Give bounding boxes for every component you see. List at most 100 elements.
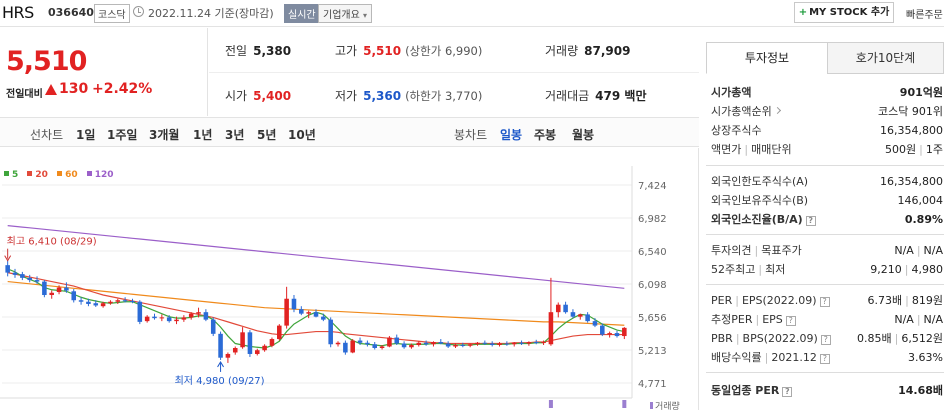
tab-1w[interactable]: 1주일 bbox=[107, 128, 138, 142]
est-per-label: 추정PER bbox=[711, 313, 753, 326]
candle-body bbox=[34, 280, 40, 282]
trade-amount-label: 거래대금 bbox=[545, 89, 590, 103]
tab-1d[interactable]: 1일 bbox=[76, 128, 96, 142]
tab-3y[interactable]: 3년 bbox=[225, 128, 245, 142]
target-price-value: N/A bbox=[923, 244, 943, 257]
plus-icon: + bbox=[798, 7, 808, 18]
shares-label: 상장주식수 bbox=[711, 124, 762, 137]
tab-10y[interactable]: 10년 bbox=[288, 128, 316, 142]
candle-body bbox=[203, 312, 209, 320]
shares-row: 상장주식수 16,354,800 bbox=[711, 122, 943, 139]
candle-body bbox=[526, 342, 532, 344]
per-row: PER | EPS(2022.09)? 6.73배 | 819원 bbox=[711, 294, 943, 307]
candle-body bbox=[365, 342, 370, 345]
y-tick-label: 4,771 bbox=[638, 379, 667, 390]
tab-3m[interactable]: 3개월 bbox=[149, 128, 180, 142]
opinion-value: N/A bbox=[894, 244, 914, 257]
candle-body bbox=[291, 298, 297, 310]
day-high-value: 5,510 bbox=[363, 44, 402, 58]
day-low: 저가 5,360 (하한가 3,770) bbox=[335, 87, 482, 104]
candle-body bbox=[196, 312, 201, 314]
divider bbox=[706, 284, 944, 285]
open-price: 시가 5,400 bbox=[225, 87, 291, 104]
change-percent: +2.42% bbox=[92, 81, 153, 97]
wk52-row: 52주최고 | 최저 9,210 | 4,980 bbox=[711, 263, 943, 276]
current-price: 5,510 bbox=[6, 46, 87, 77]
volume: 거래량 87,909 bbox=[545, 42, 630, 59]
tab-weekly[interactable]: 주봉 bbox=[534, 128, 557, 142]
candle-body bbox=[438, 342, 444, 344]
open-label: 시가 bbox=[225, 89, 248, 103]
candle-body bbox=[284, 298, 289, 326]
trade-unit-label: 매매단위 bbox=[751, 143, 792, 156]
candle-body bbox=[570, 312, 576, 317]
foreign-ratio-row: 외국인소진율(B/A)? 0.89% bbox=[711, 211, 943, 228]
quick-order-link[interactable]: 빠른주문 bbox=[906, 10, 943, 21]
help-icon[interactable]: ? bbox=[819, 297, 830, 307]
dividend-row: 배당수익률 | 2021.12? 3.63% bbox=[711, 351, 943, 364]
candle-body bbox=[321, 316, 326, 320]
tab-daily[interactable]: 일봉 bbox=[500, 128, 523, 142]
candle-body bbox=[328, 319, 333, 345]
candle-body bbox=[313, 312, 319, 317]
candle-body bbox=[93, 303, 99, 306]
help-icon[interactable]: ? bbox=[785, 316, 796, 326]
date-text: 2022.11.24 기준(장마감) bbox=[148, 7, 274, 20]
opinion-row: 투자의견 | 목표주가 N/A | N/A bbox=[711, 244, 943, 257]
candle-body bbox=[181, 317, 187, 320]
eps-value: 819원 bbox=[911, 294, 943, 307]
par-value: 500원 bbox=[885, 143, 917, 156]
candle-body bbox=[416, 342, 422, 346]
candle-body bbox=[445, 343, 451, 347]
y-tick-label: 5,213 bbox=[638, 346, 667, 357]
candle-body bbox=[423, 342, 429, 345]
y-tick-label: 6,098 bbox=[638, 280, 667, 291]
top-bar: HRS 036640 코스닥 2022.11.24 기준(장마감) 실시간 기업… bbox=[0, 0, 944, 27]
est-per-row: 추정PER | EPS? N/A | N/A bbox=[711, 313, 943, 326]
y-tick-label: 5,656 bbox=[638, 313, 667, 324]
help-icon[interactable]: ? bbox=[820, 335, 831, 345]
add-mystock-button[interactable]: + MY STOCK 추가 bbox=[794, 2, 894, 23]
company-overview-button[interactable]: 기업개요 ▾ bbox=[318, 4, 373, 23]
candle-body bbox=[548, 312, 554, 345]
par-label: 액면가 bbox=[711, 143, 742, 156]
ma120-line bbox=[7, 225, 625, 289]
per-label: PER bbox=[711, 294, 733, 307]
candle-body bbox=[519, 342, 524, 344]
candle-body bbox=[232, 347, 238, 353]
volume-bar bbox=[622, 400, 627, 408]
day-high: 고가 5,510 (상한가 6,990) bbox=[335, 42, 482, 59]
candle-body bbox=[20, 274, 25, 278]
candle-body bbox=[453, 345, 458, 347]
help-icon[interactable]: ? bbox=[782, 387, 793, 397]
est-per-value: N/A bbox=[894, 313, 914, 326]
foreign-ratio-label: 외국인소진율(B/A) bbox=[711, 213, 803, 226]
change-amount: 130 bbox=[59, 81, 89, 97]
tab-monthly[interactable]: 월봉 bbox=[572, 128, 595, 142]
line-chart-header: 선차트 bbox=[30, 128, 64, 142]
dividend-label: 배당수익률 bbox=[711, 351, 762, 364]
day-low-label: 저가 bbox=[335, 89, 358, 103]
prev-close: 전일 5,380 bbox=[225, 42, 291, 59]
candle-body bbox=[431, 342, 436, 345]
pbr-value: 0.85배 bbox=[857, 332, 892, 345]
tab-5y[interactable]: 5년 bbox=[257, 128, 277, 142]
chevron-right-icon[interactable] bbox=[773, 106, 781, 115]
target-price-label: 목표주가 bbox=[761, 244, 802, 257]
candle-body bbox=[12, 272, 18, 275]
chart-period-tabs: 선차트 1일 1주일 3개월 1년 3년 5년 10년 봉차트 일봉 주봉 월봉 bbox=[0, 117, 699, 147]
candle-chart-header: 봉차트 bbox=[454, 128, 488, 142]
per-value: 6.73배 bbox=[867, 294, 903, 307]
candle-body bbox=[159, 317, 165, 319]
ma-legend: 5 20 60 120 bbox=[4, 170, 120, 180]
tab-orderbook[interactable]: 호가10단계 bbox=[827, 42, 944, 74]
help-icon[interactable]: ? bbox=[819, 354, 830, 364]
candle-body bbox=[115, 300, 121, 302]
tab-invest-info[interactable]: 투자정보 bbox=[706, 42, 828, 74]
realtime-button[interactable]: 실시간 bbox=[284, 4, 320, 23]
foreign-hold-label: 외국인보유주식수(B) bbox=[711, 194, 809, 207]
help-icon[interactable]: ? bbox=[805, 216, 816, 226]
company-name: HRS bbox=[2, 3, 34, 22]
tab-1y[interactable]: 1년 bbox=[193, 128, 213, 142]
candle-body bbox=[489, 343, 495, 346]
